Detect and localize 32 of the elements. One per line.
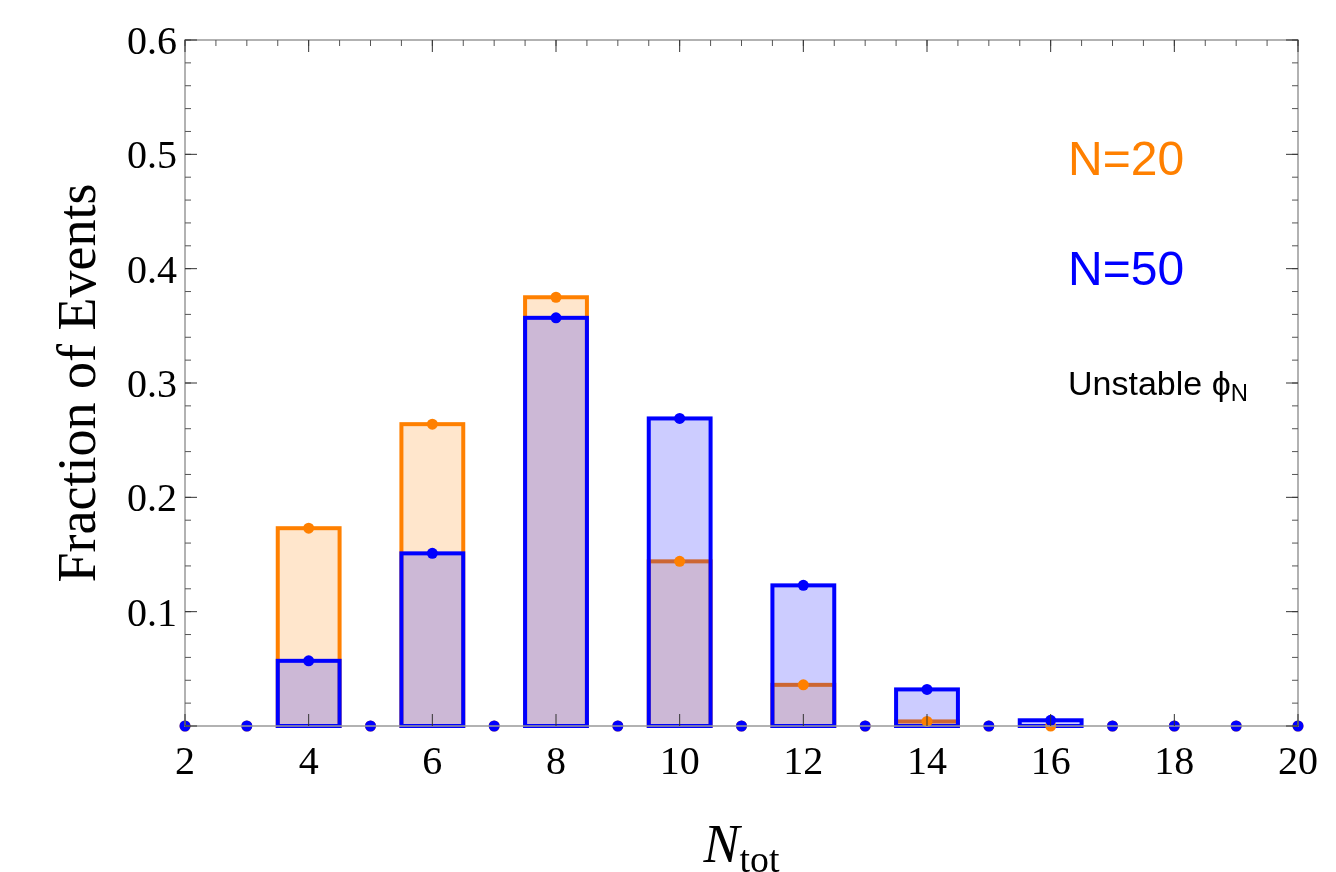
point	[303, 522, 315, 534]
x-tick-label: 16	[1030, 738, 1071, 783]
x-tick-label: 20	[1278, 738, 1318, 783]
annotation: Unstable ϕ$_{N}$	[1068, 364, 1248, 406]
y-tick-label: 0.2	[127, 475, 177, 521]
x-tick-label: 8	[546, 738, 566, 783]
point	[921, 683, 933, 695]
y-tick-label: 0.4	[127, 246, 177, 292]
x-tick-label: 12	[783, 738, 824, 783]
text: N=50	[1068, 242, 1185, 295]
x-axis-title: N$_{tot}$	[702, 814, 780, 872]
y-tick-label: 0.6	[127, 18, 177, 63]
x-tick-label: 4	[298, 738, 319, 783]
point	[674, 555, 686, 567]
point	[550, 291, 562, 303]
y-tick-label: 0.3	[127, 361, 177, 406]
x-tick-label: 14	[907, 738, 947, 783]
y-axis-title: Fraction of Events	[47, 183, 107, 583]
x-tick-label: 2	[175, 738, 195, 783]
point	[797, 579, 809, 591]
x-tick-label: 10	[659, 738, 700, 783]
point	[550, 312, 562, 324]
point	[674, 412, 686, 424]
x-tick-label: 6	[422, 738, 443, 783]
y-tick-label: 0.1	[127, 589, 177, 635]
x-tick-label: 18	[1154, 738, 1195, 783]
point	[426, 418, 438, 430]
y-tick-label: 0.5	[127, 132, 177, 178]
text: N=20	[1068, 132, 1185, 185]
point	[797, 679, 809, 691]
point	[303, 655, 315, 667]
point	[426, 547, 438, 559]
